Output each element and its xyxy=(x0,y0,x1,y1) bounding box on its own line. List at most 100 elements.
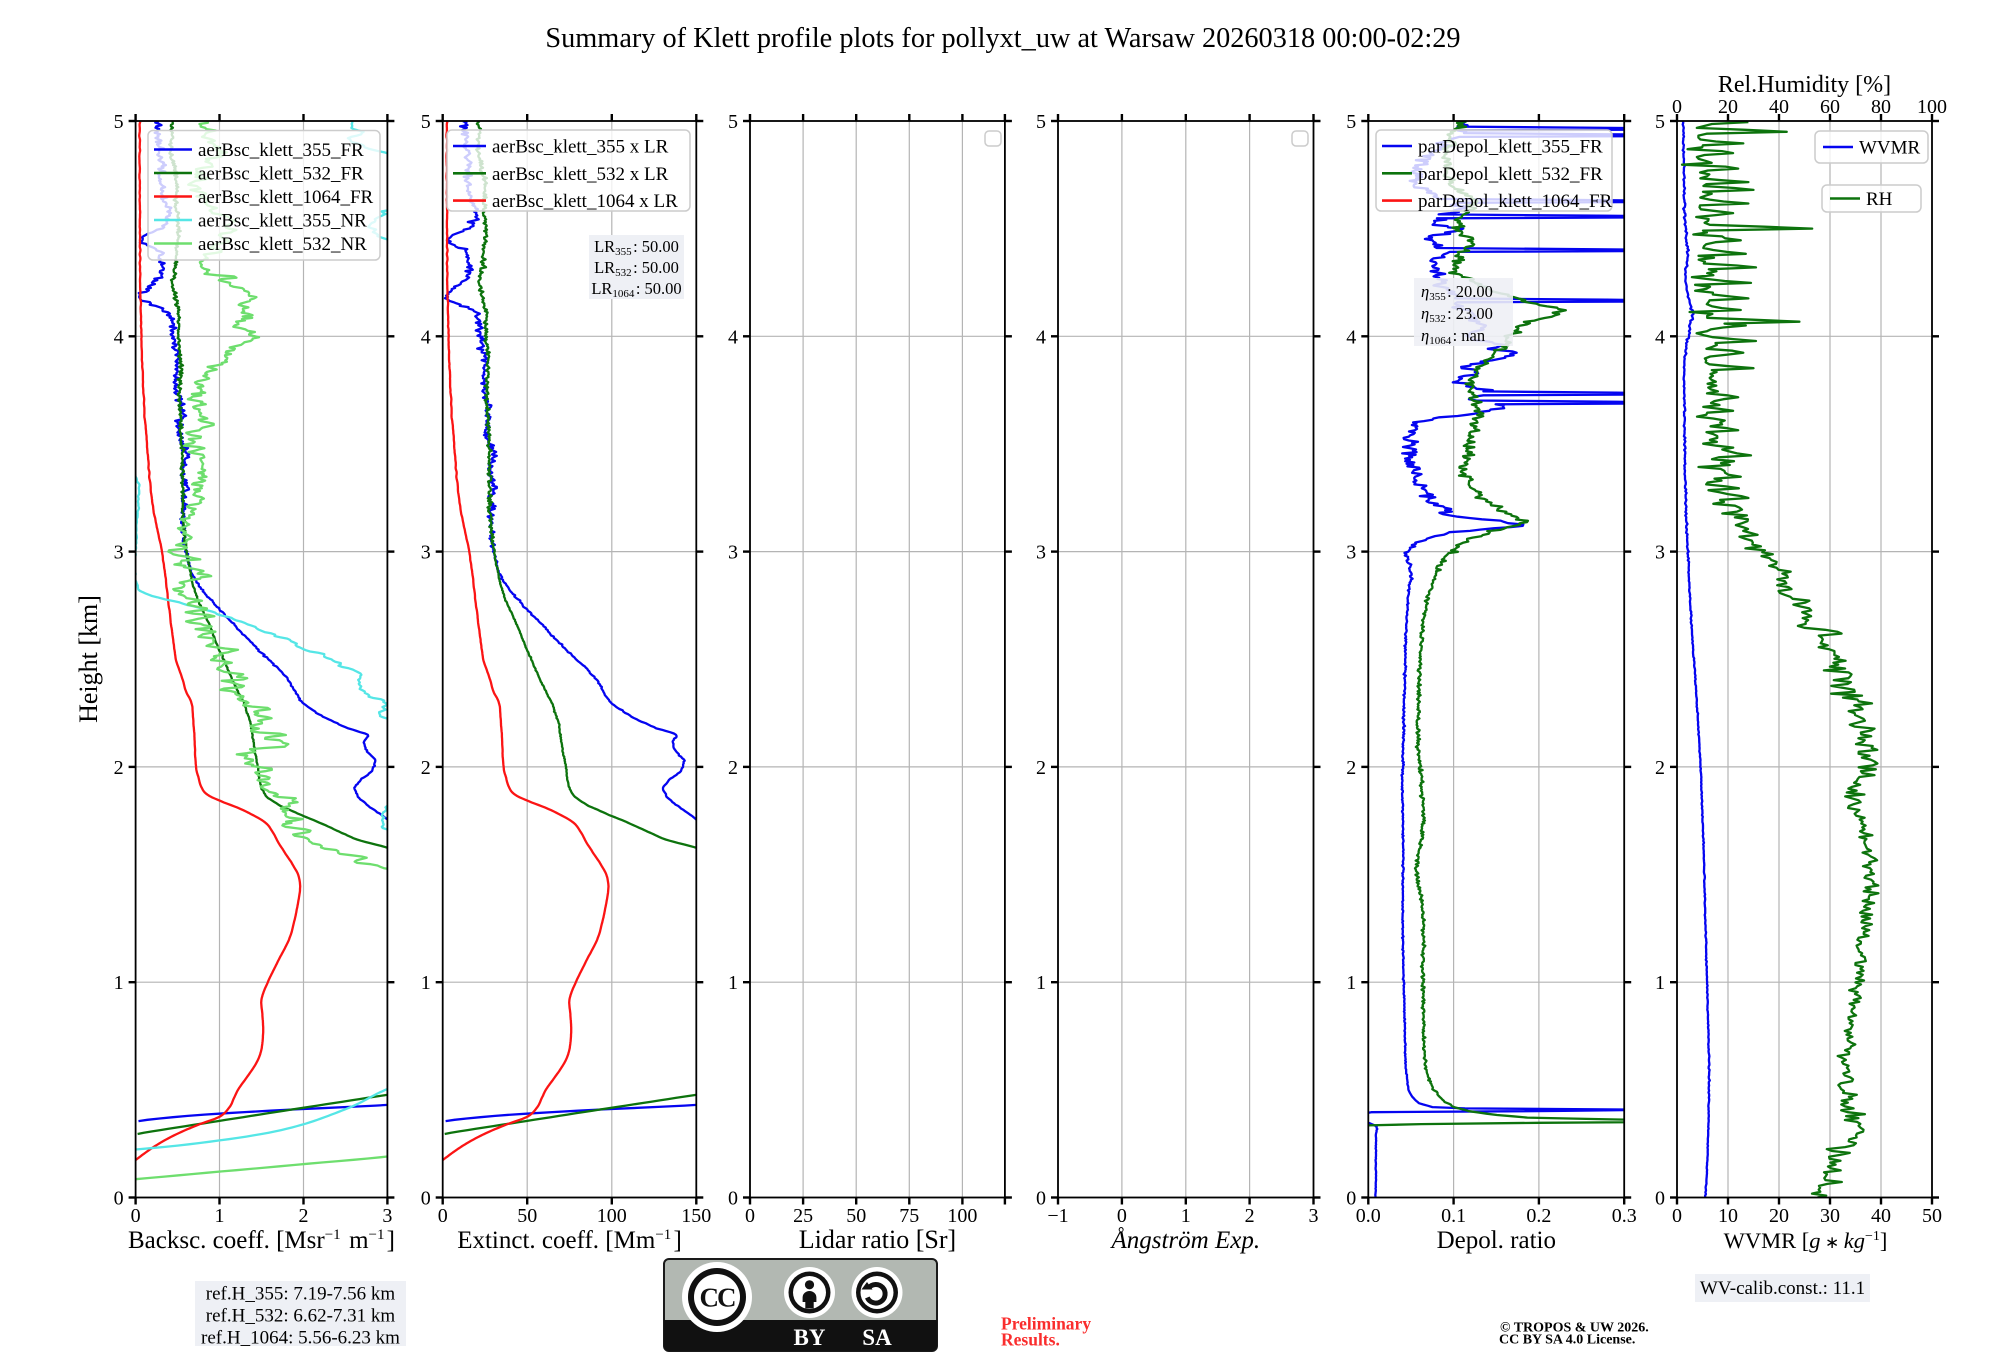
svg-text:1: 1 xyxy=(114,972,124,994)
svg-text:0: 0 xyxy=(114,1188,124,1210)
svg-text:10: 10 xyxy=(1718,1205,1738,1227)
svg-text:0: 0 xyxy=(745,1205,755,1227)
svg-text:3: 3 xyxy=(1655,542,1665,564)
svg-text:aerBsc_klett_355 x LR: aerBsc_klett_355 x LR xyxy=(492,137,669,158)
svg-text:50: 50 xyxy=(517,1205,537,1227)
svg-text:5: 5 xyxy=(1346,111,1356,133)
svg-text:ref.H_355: 7.19-7.56 km: ref.H_355: 7.19-7.56 km xyxy=(206,1284,396,1305)
svg-text:aerBsc_klett_532_NR: aerBsc_klett_532_NR xyxy=(198,234,367,255)
svg-text:aerBsc_klett_355_NR: aerBsc_klett_355_NR xyxy=(198,211,367,232)
svg-text:3: 3 xyxy=(728,542,738,564)
svg-text:20: 20 xyxy=(1769,1205,1789,1227)
svg-text:Lidar ratio [Sr]: Lidar ratio [Sr] xyxy=(799,1225,956,1254)
svg-text:aerBsc_klett_1064 x LR: aerBsc_klett_1064 x LR xyxy=(492,191,678,212)
svg-text:30: 30 xyxy=(1820,1205,1840,1227)
svg-text:0: 0 xyxy=(438,1205,448,1227)
svg-text:2: 2 xyxy=(299,1205,309,1227)
svg-text:Rel.Humidity [%]: Rel.Humidity [%] xyxy=(1718,72,1891,98)
svg-text:2: 2 xyxy=(1655,757,1665,779)
svg-text:5: 5 xyxy=(728,111,738,133)
svg-text:1: 1 xyxy=(1655,972,1665,994)
svg-text:3: 3 xyxy=(382,1205,392,1227)
svg-text:1: 1 xyxy=(728,972,738,994)
svg-text:1: 1 xyxy=(1181,1205,1191,1227)
svg-text:2: 2 xyxy=(1346,757,1356,779)
svg-text:Extinct. coeff. [Mm−1 ]: Extinct. coeff. [Mm−1 ] xyxy=(457,1225,682,1254)
svg-text:© TROPOS & UW 2026.: © TROPOS & UW 2026. xyxy=(1500,1321,1649,1336)
svg-text:0.0: 0.0 xyxy=(1356,1205,1381,1227)
svg-text:4: 4 xyxy=(1655,326,1665,348)
svg-text:WV-calib.const.: 11.1: WV-calib.const.: 11.1 xyxy=(1700,1278,1865,1299)
svg-text:CC: CC xyxy=(700,1283,735,1313)
svg-text:4: 4 xyxy=(728,326,738,348)
svg-text:4: 4 xyxy=(1346,326,1356,348)
svg-text:LR355 : 50.00: LR355 : 50.00 xyxy=(594,237,679,258)
svg-text:0.3: 0.3 xyxy=(1612,1205,1637,1227)
svg-text:aerBsc_klett_532 x LR: aerBsc_klett_532 x LR xyxy=(492,164,669,185)
svg-text:Depol. ratio: Depol. ratio xyxy=(1437,1227,1556,1254)
svg-text:Backsc. coeff. [Msr−1 m−1 ]: Backsc. coeff. [Msr−1 m−1 ] xyxy=(128,1225,395,1254)
svg-text:Height [km]: Height [km] xyxy=(74,595,103,723)
svg-text:0: 0 xyxy=(1655,1188,1665,1210)
svg-text:aerBsc_klett_532_FR: aerBsc_klett_532_FR xyxy=(198,164,364,185)
svg-text:100: 100 xyxy=(1917,96,1947,118)
svg-text:LR1064 : 50.00: LR1064 : 50.00 xyxy=(591,279,681,300)
svg-text:LR532 : 50.00: LR532 : 50.00 xyxy=(594,258,679,279)
svg-text:80: 80 xyxy=(1871,96,1891,118)
svg-text:1: 1 xyxy=(421,972,431,994)
svg-text:50: 50 xyxy=(846,1205,866,1227)
svg-text:RH: RH xyxy=(1866,189,1893,210)
svg-text:0: 0 xyxy=(421,1188,431,1210)
svg-text:3: 3 xyxy=(1309,1205,1319,1227)
svg-text:2: 2 xyxy=(421,757,431,779)
svg-text:ref.H_532: 6.62-7.31 km: ref.H_532: 6.62-7.31 km xyxy=(206,1306,396,1327)
svg-text:50: 50 xyxy=(1922,1205,1942,1227)
svg-text:60: 60 xyxy=(1820,96,1840,118)
svg-text:40: 40 xyxy=(1871,1205,1891,1227)
svg-text:2: 2 xyxy=(114,757,124,779)
svg-text:5: 5 xyxy=(1655,111,1665,133)
svg-text:Ångström Exp.: Ångström Exp. xyxy=(1109,1227,1260,1254)
svg-text:SA: SA xyxy=(862,1325,892,1350)
svg-text:WVMR [g ∗ kg−1]: WVMR [g ∗ kg−1] xyxy=(1724,1228,1888,1253)
svg-text:2: 2 xyxy=(728,757,738,779)
svg-text:2: 2 xyxy=(1245,1205,1255,1227)
svg-text:40: 40 xyxy=(1769,96,1789,118)
svg-text:1: 1 xyxy=(1346,972,1356,994)
svg-text:1: 1 xyxy=(215,1205,225,1227)
svg-text:3: 3 xyxy=(421,542,431,564)
svg-text:5: 5 xyxy=(1036,111,1046,133)
svg-text:75: 75 xyxy=(899,1205,919,1227)
svg-text:4: 4 xyxy=(1036,326,1046,348)
svg-text:0.1: 0.1 xyxy=(1441,1205,1466,1227)
svg-text:Preliminary: Preliminary xyxy=(1001,1314,1091,1334)
svg-text:100: 100 xyxy=(597,1205,627,1227)
svg-text:20: 20 xyxy=(1718,96,1738,118)
svg-text:2: 2 xyxy=(1036,757,1046,779)
svg-text:0: 0 xyxy=(1036,1188,1046,1210)
svg-text:0.2: 0.2 xyxy=(1526,1205,1551,1227)
svg-text:CC BY SA 4.0 License.: CC BY SA 4.0 License. xyxy=(1499,1333,1635,1348)
svg-text:25: 25 xyxy=(793,1205,813,1227)
svg-text:0: 0 xyxy=(728,1188,738,1210)
svg-text:1: 1 xyxy=(1036,972,1046,994)
svg-text:3: 3 xyxy=(1036,542,1046,564)
svg-text:0: 0 xyxy=(1117,1205,1127,1227)
svg-text:4: 4 xyxy=(421,326,431,348)
svg-text:BY: BY xyxy=(794,1325,826,1350)
svg-text:Results.: Results. xyxy=(1001,1330,1060,1350)
svg-text:4: 4 xyxy=(114,326,124,348)
svg-text:5: 5 xyxy=(421,111,431,133)
svg-text:parDepol_klett_1064_FR: parDepol_klett_1064_FR xyxy=(1418,191,1613,212)
svg-text:150: 150 xyxy=(681,1205,711,1227)
svg-text:WVMR: WVMR xyxy=(1859,138,1921,159)
svg-text:3: 3 xyxy=(1346,542,1356,564)
svg-text:parDepol_klett_355_FR: parDepol_klett_355_FR xyxy=(1418,137,1603,158)
svg-text:3: 3 xyxy=(114,542,124,564)
svg-text:0: 0 xyxy=(131,1205,141,1227)
svg-text:0: 0 xyxy=(1346,1188,1356,1210)
svg-text:−1: −1 xyxy=(1047,1205,1068,1227)
svg-text:100: 100 xyxy=(947,1205,977,1227)
svg-text:0: 0 xyxy=(1672,96,1682,118)
svg-text:aerBsc_klett_1064_FR: aerBsc_klett_1064_FR xyxy=(198,187,374,208)
